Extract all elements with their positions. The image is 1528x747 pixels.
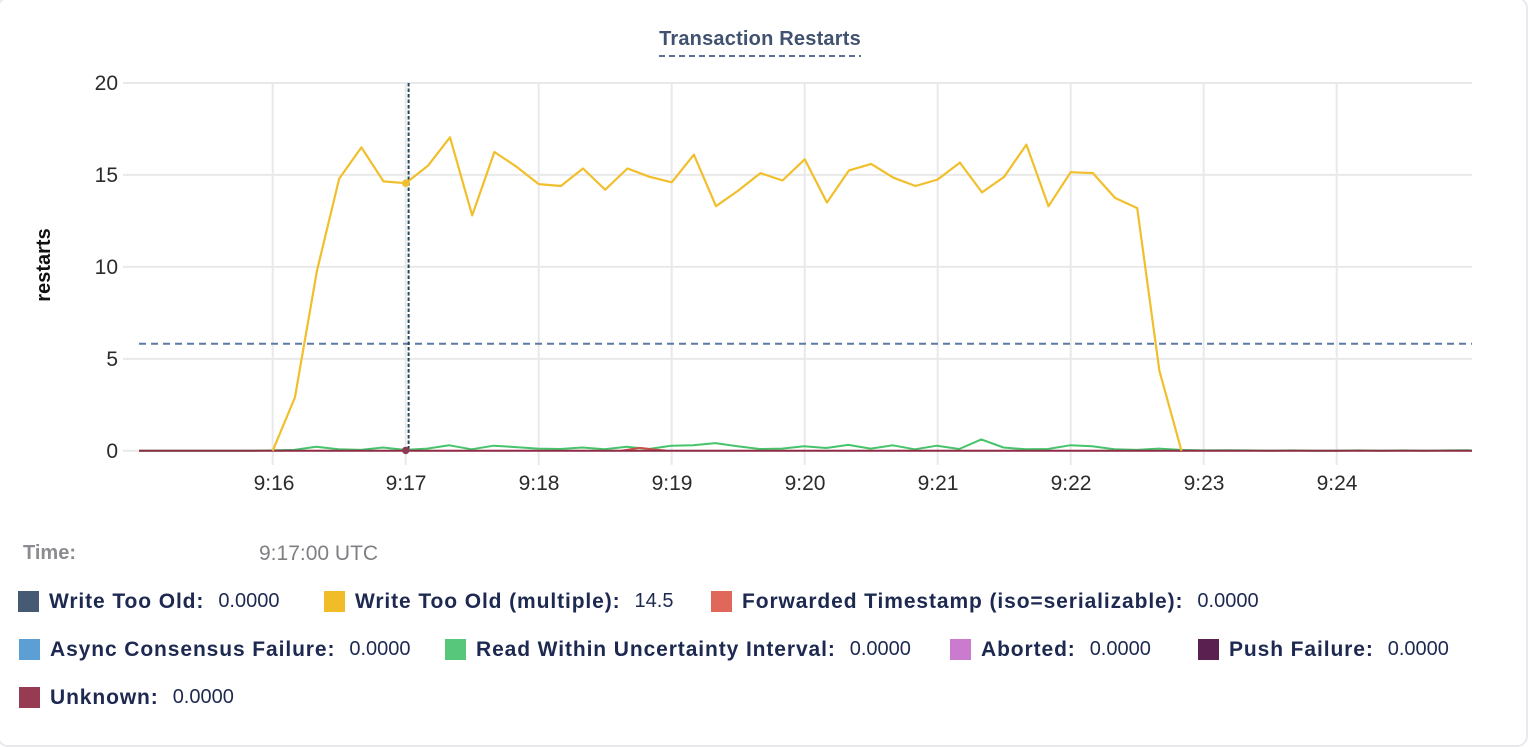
svg-text:9:22: 9:22 <box>1051 472 1092 495</box>
svg-text:10: 10 <box>95 256 118 279</box>
svg-text:9:21: 9:21 <box>918 472 959 495</box>
svg-text:9:18: 9:18 <box>519 472 560 495</box>
svg-text:9:19: 9:19 <box>652 472 693 495</box>
svg-text:restarts: restarts <box>33 228 55 301</box>
svg-text:15: 15 <box>95 164 118 187</box>
svg-text:9:24: 9:24 <box>1317 472 1358 495</box>
svg-text:0: 0 <box>106 440 118 463</box>
svg-text:9:20: 9:20 <box>785 472 826 495</box>
svg-text:9:17: 9:17 <box>386 472 427 495</box>
svg-text:5: 5 <box>106 348 118 371</box>
svg-text:9:23: 9:23 <box>1184 472 1225 495</box>
svg-text:20: 20 <box>95 72 118 95</box>
svg-text:9:16: 9:16 <box>254 472 295 495</box>
